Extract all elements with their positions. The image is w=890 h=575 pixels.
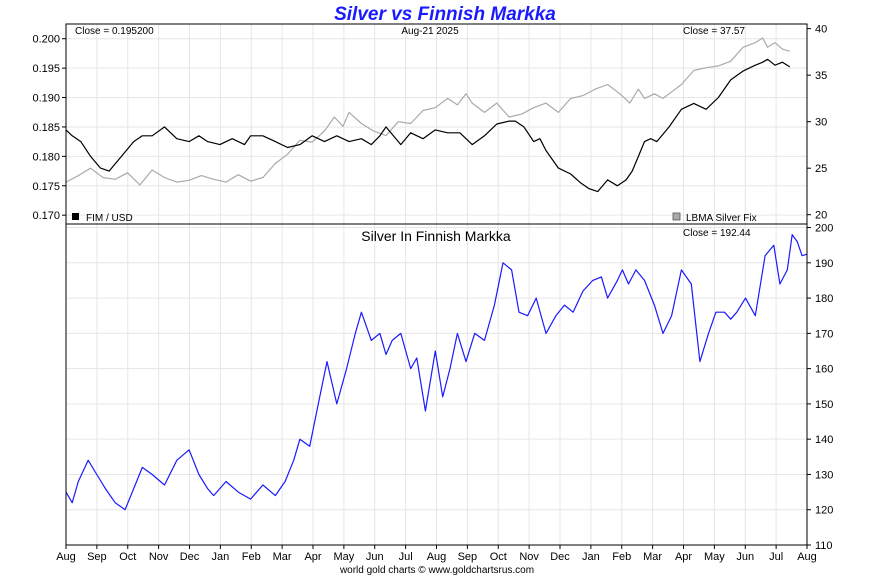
x-tick-label: Sep bbox=[458, 551, 478, 563]
top-left-tick-label: 0.180 bbox=[32, 151, 60, 163]
silver-fix-series bbox=[65, 37, 790, 186]
bottom-right-tick-label: 130 bbox=[815, 469, 833, 481]
top-left-tick-label: 0.195 bbox=[32, 63, 60, 75]
x-tick-label: Feb bbox=[242, 551, 261, 563]
x-tick-label: Aug bbox=[797, 551, 817, 563]
x-tick-label: Dec bbox=[550, 551, 570, 563]
bottom-right-tick-label: 120 bbox=[815, 505, 833, 517]
bottom-right-tick-label: 180 bbox=[815, 293, 833, 305]
top-left-tick-label: 0.170 bbox=[32, 210, 60, 222]
x-tick-label: Nov bbox=[519, 551, 539, 563]
top-left-tick-label: 0.185 bbox=[32, 122, 60, 134]
x-tick-label: Jul bbox=[399, 551, 413, 563]
x-tick-label: Apr bbox=[675, 551, 692, 563]
x-tick-label: Sep bbox=[87, 551, 107, 563]
legend-swatch-fim bbox=[72, 213, 79, 220]
left-close-label: Close = 0.195200 bbox=[75, 26, 154, 37]
bottom-right-tick-label: 110 bbox=[815, 540, 833, 552]
right-close-label: Close = 37.57 bbox=[683, 26, 745, 37]
top-right-tick-label: 40 bbox=[815, 24, 827, 36]
date-label: Aug-21 2025 bbox=[401, 26, 459, 37]
x-tick-label: Jan bbox=[582, 551, 600, 563]
bottom-right-tick-label: 150 bbox=[815, 399, 833, 411]
legend-swatch-silver bbox=[672, 212, 681, 221]
bottom-right-tick-label: 140 bbox=[815, 434, 833, 446]
top-left-tick-label: 0.200 bbox=[32, 34, 60, 46]
top-right-axis: 40 35 30 25 20 bbox=[807, 24, 827, 222]
x-tick-label: Jun bbox=[366, 551, 384, 563]
bottom-right-tick-label: 170 bbox=[815, 328, 833, 340]
x-tick-label: May bbox=[704, 551, 725, 563]
x-tick-label: Aug bbox=[56, 551, 76, 563]
silver-in-fim-line bbox=[65, 234, 808, 511]
top-left-axis: 0.200 0.195 0.190 0.185 0.180 0.175 0.170 bbox=[32, 34, 66, 222]
legend-label-silver: LBMA Silver Fix bbox=[686, 213, 757, 224]
chart-title: Silver vs Finnish Markka bbox=[334, 4, 556, 25]
x-tick-label: Mar bbox=[273, 551, 292, 563]
x-tick-label: Jan bbox=[212, 551, 230, 563]
silver-fix-line bbox=[65, 37, 790, 186]
top-right-tick-label: 35 bbox=[815, 70, 827, 82]
top-right-tick-label: 30 bbox=[815, 117, 827, 129]
x-tick-label: Mar bbox=[643, 551, 662, 563]
bottom-right-tick-label: 160 bbox=[815, 364, 833, 376]
top-left-tick-label: 0.175 bbox=[32, 181, 60, 193]
bottom-close-label: Close = 192.44 bbox=[683, 228, 751, 239]
x-tick-label: Aug bbox=[427, 551, 447, 563]
bottom-grid bbox=[65, 224, 808, 546]
legend-label-fim: FIM / USD bbox=[86, 213, 133, 224]
top-panel: 0.200 0.195 0.190 0.185 0.180 0.175 0.170 40 35… bbox=[32, 4, 827, 225]
top-right-tick-label: 25 bbox=[815, 163, 827, 175]
silver-fim-series bbox=[65, 234, 808, 511]
top-left-tick-label: 0.190 bbox=[32, 93, 60, 105]
fim-usd-series bbox=[65, 58, 791, 193]
x-tick-label: Dec bbox=[180, 551, 200, 563]
bottom-panel: 200 190 180 170 160 150 140 130 120 110 Aug Sep Oct… bbox=[56, 223, 833, 563]
x-tick-label: Nov bbox=[149, 551, 169, 563]
bottom-right-axis: 200 190 180 170 160 150 140 130 120 110 bbox=[807, 223, 833, 552]
x-tick-label: Oct bbox=[119, 551, 136, 563]
footer-credit: world gold charts © www.goldchartsrus.co… bbox=[339, 565, 534, 575]
x-tick-label: Jun bbox=[736, 551, 754, 563]
x-tick-label: Oct bbox=[490, 551, 507, 563]
top-right-tick-label: 20 bbox=[815, 210, 827, 222]
x-tick-label: Jul bbox=[769, 551, 783, 563]
fim-usd-line bbox=[65, 58, 791, 193]
x-tick-label: Feb bbox=[612, 551, 631, 563]
bottom-right-tick-label: 200 bbox=[815, 223, 833, 235]
x-tick-label: Apr bbox=[304, 551, 321, 563]
x-tick-label: May bbox=[333, 551, 354, 563]
top-grid bbox=[65, 24, 808, 224]
bottom-x-axis: Aug Sep Oct Nov Dec Jan Feb Mar Apr May Jun Jul Aug S… bbox=[56, 545, 817, 563]
bottom-chart-title: Silver In Finnish Markka bbox=[361, 228, 511, 244]
bottom-right-tick-label: 190 bbox=[815, 258, 833, 270]
